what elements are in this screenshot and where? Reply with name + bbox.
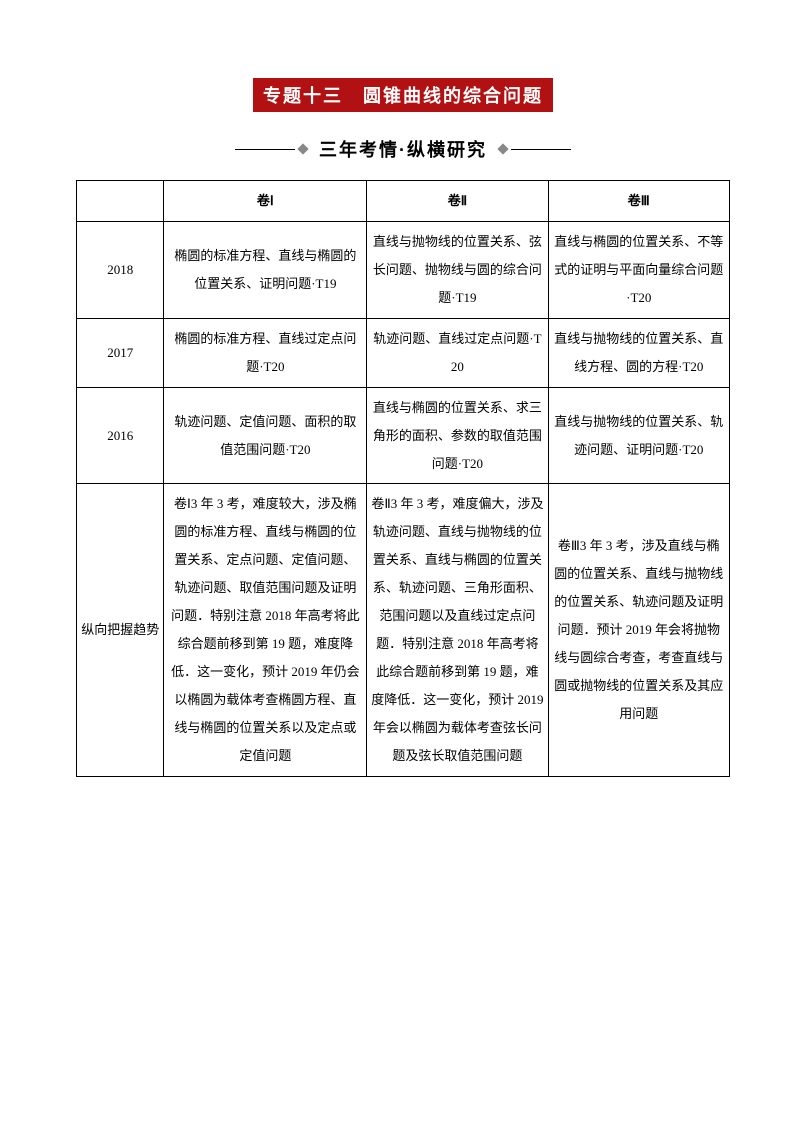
cell-year: 2016 xyxy=(77,387,164,484)
table-row: 2018 椭圆的标准方程、直线与椭圆的位置关系、证明问题·T19 直线与抛物线的… xyxy=(77,221,730,318)
cell-c3: 直线与椭圆的位置关系、不等式的证明与平面向量综合问题·T20 xyxy=(548,221,729,318)
cell-year: 2018 xyxy=(77,221,164,318)
cell-c2: 直线与抛物线的位置关系、弦长问题、抛物线与圆的综合问题·T19 xyxy=(367,221,548,318)
cell-year: 2017 xyxy=(77,318,164,387)
th-c1: 卷Ⅰ xyxy=(164,181,367,222)
th-c2: 卷Ⅱ xyxy=(367,181,548,222)
cell-year: 纵向把握趋势 xyxy=(77,484,164,776)
exam-table: 卷Ⅰ 卷Ⅱ 卷Ⅲ 2018 椭圆的标准方程、直线与椭圆的位置关系、证明问题·T1… xyxy=(76,180,730,777)
th-c3: 卷Ⅲ xyxy=(548,181,729,222)
th-blank xyxy=(77,181,164,222)
cell-c3: 直线与抛物线的位置关系、直线方程、圆的方程·T20 xyxy=(548,318,729,387)
subtitle-text: 三年考情·纵横研究 xyxy=(311,136,495,162)
cell-c1: 椭圆的标准方程、直线与椭圆的位置关系、证明问题·T19 xyxy=(164,221,367,318)
table-row: 2016 轨迹问题、定值问题、面积的取值范围问题·T20 直线与椭圆的位置关系、… xyxy=(77,387,730,484)
table-row: 纵向把握趋势 卷Ⅰ3 年 3 考，难度较大，涉及椭圆的标准方程、直线与椭圆的位置… xyxy=(77,484,730,776)
subtitle-row: 三年考情·纵横研究 xyxy=(76,136,730,162)
cell-c1: 卷Ⅰ3 年 3 考，难度较大，涉及椭圆的标准方程、直线与椭圆的位置关系、定点问题… xyxy=(164,484,367,776)
page-title: 专题十三 圆锥曲线的综合问题 xyxy=(253,78,553,112)
cell-c1: 椭圆的标准方程、直线过定点问题·T20 xyxy=(164,318,367,387)
deco-line-left xyxy=(235,149,295,150)
cell-c2: 轨迹问题、直线过定点问题·T20 xyxy=(367,318,548,387)
deco-diamond-left xyxy=(297,143,308,154)
table-row: 2017 椭圆的标准方程、直线过定点问题·T20 轨迹问题、直线过定点问题·T2… xyxy=(77,318,730,387)
table-header-row: 卷Ⅰ 卷Ⅱ 卷Ⅲ xyxy=(77,181,730,222)
cell-c3: 直线与抛物线的位置关系、轨迹问题、证明问题·T20 xyxy=(548,387,729,484)
cell-c3: 卷Ⅲ3 年 3 考，涉及直线与椭圆的位置关系、直线与抛物线的位置关系、轨迹问题及… xyxy=(548,484,729,776)
cell-c2: 直线与椭圆的位置关系、求三角形的面积、参数的取值范围问题·T20 xyxy=(367,387,548,484)
deco-diamond-right xyxy=(497,143,508,154)
deco-line-right xyxy=(511,149,571,150)
cell-c2: 卷Ⅱ3 年 3 考，难度偏大，涉及轨迹问题、直线与抛物线的位置关系、直线与椭圆的… xyxy=(367,484,548,776)
cell-c1: 轨迹问题、定值问题、面积的取值范围问题·T20 xyxy=(164,387,367,484)
